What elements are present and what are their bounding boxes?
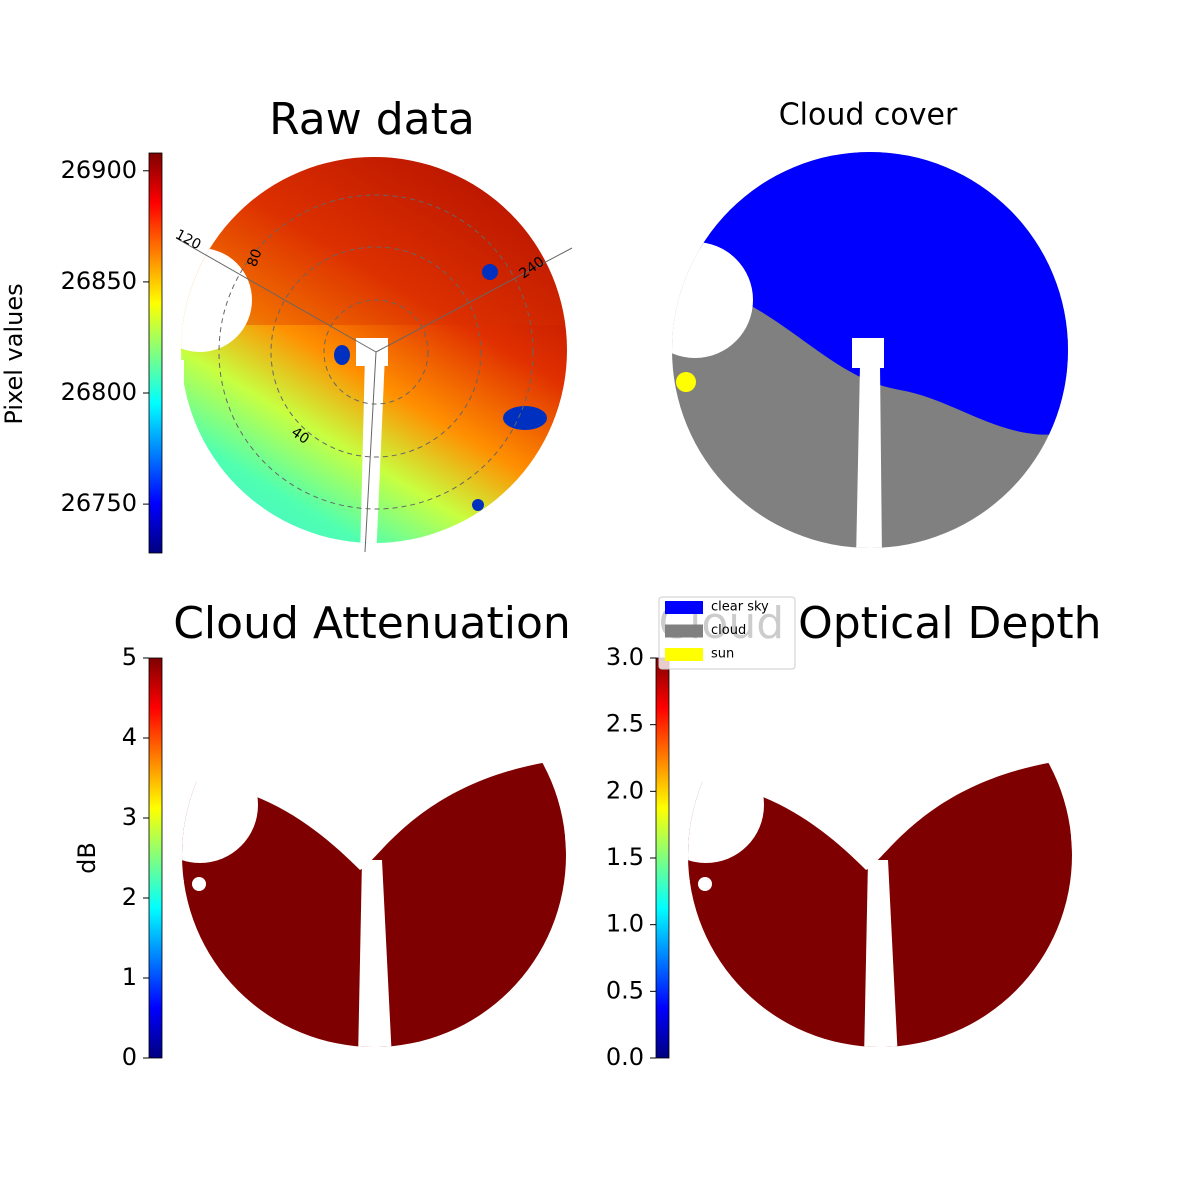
colorbar-label: Pixel values <box>0 283 28 424</box>
attenuation-image <box>182 747 566 1047</box>
colorbar-tick-label: 5 <box>122 643 137 671</box>
colorbar-tick-label: 1.5 <box>606 843 644 871</box>
colorbar <box>655 657 670 1059</box>
panel-title: Cloud cover <box>779 98 958 133</box>
colorbar-tick-label: 3.0 <box>606 643 644 671</box>
colorbar <box>148 657 163 1059</box>
legend-label: sun <box>711 647 734 662</box>
colorbar-label: dB <box>73 842 101 874</box>
legend-swatch <box>665 648 703 661</box>
colorbar-tick-label: 3 <box>122 803 137 831</box>
colorbar-tick-label: 0 <box>122 1043 137 1071</box>
colorbar-tick-label: 26850 <box>61 267 137 295</box>
colorbar-tick-label: 26750 <box>61 489 137 517</box>
colorbar-tick-label: 26800 <box>61 378 137 406</box>
legend-label: cloud <box>711 623 746 638</box>
panel-title: Cloud Attenuation <box>173 598 571 649</box>
polar-grid-label: 80 <box>244 247 265 269</box>
colorbar-tick-label: 2 <box>122 883 137 911</box>
polar-grid-label: 120 <box>172 227 203 254</box>
colorbar-tick-label: 4 <box>122 723 137 751</box>
colorbar-tick-label: 1.0 <box>606 910 644 938</box>
legend-label: clear sky <box>711 600 769 615</box>
colorbar-tick-label: 0.0 <box>606 1043 644 1071</box>
colorbar <box>148 152 163 554</box>
legend-swatch <box>665 601 703 614</box>
colorbar-tick-label: 2.0 <box>606 776 644 804</box>
optical-depth-image <box>688 747 1072 1047</box>
cloud-cover-image <box>672 152 1068 548</box>
colorbar-tick-label: 0.5 <box>606 976 644 1004</box>
legend-swatch <box>665 624 703 638</box>
polar-grid <box>175 194 573 553</box>
raw-image <box>181 157 567 543</box>
colorbar-tick-label: 1 <box>122 963 137 991</box>
colorbar-tick-label: 26900 <box>61 156 137 184</box>
panel-title: Raw data <box>269 94 475 145</box>
colorbar-tick-label: 2.5 <box>606 710 644 738</box>
legend: clear sky cloud sun <box>658 596 796 670</box>
